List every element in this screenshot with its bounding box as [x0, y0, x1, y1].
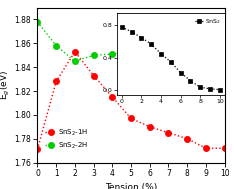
SnS$_2$-2H — [186, 43, 189, 46]
SnS$_2$-2H — [92, 54, 95, 56]
SnS$_2$-2H — [130, 50, 132, 53]
SnS$_2$ — [189, 80, 192, 82]
SnS$_2$-2H — [36, 21, 39, 23]
SnS$_2$-2H — [148, 48, 151, 50]
SnS$_2$-1H — [205, 147, 207, 149]
Y-axis label: E$_g$(eV): E$_g$(eV) — [0, 70, 11, 100]
SnS$_2$ — [130, 31, 133, 33]
SnS$_2$-1H — [148, 126, 151, 128]
Line: SnS$_2$-2H: SnS$_2$-2H — [34, 19, 228, 64]
SnS$_2$-1H — [130, 117, 132, 120]
SnS$_2$ — [179, 71, 182, 74]
SnS$_2$ — [140, 36, 143, 39]
SnS$_2$ — [150, 43, 153, 45]
SnS$_2$ — [208, 88, 211, 90]
SnS$_2$-1H — [186, 138, 189, 140]
Line: SnS$_2$-1H: SnS$_2$-1H — [34, 49, 228, 153]
SnS$_2$-1H — [223, 147, 226, 149]
SnS$_2$-2H — [223, 42, 226, 44]
SnS$_2$-2H — [205, 43, 207, 46]
SnS$_2$-1H — [92, 74, 95, 77]
Line: SnS$_2$: SnS$_2$ — [120, 25, 222, 91]
SnS$_2$ — [121, 26, 123, 28]
SnS$_2$-1H — [111, 96, 114, 98]
SnS$_2$ — [199, 86, 201, 88]
SnS$_2$-1H — [73, 50, 76, 53]
SnS$_2$-2H — [73, 60, 76, 62]
X-axis label: Tension (%): Tension (%) — [105, 183, 157, 189]
SnS$_2$-1H — [167, 132, 170, 134]
SnS$_2$ — [169, 61, 172, 63]
SnS$_2$-1H — [55, 80, 58, 83]
SnS$_2$-2H — [55, 45, 58, 47]
SnS$_2$-2H — [111, 53, 114, 55]
SnS$_2$-2H — [167, 45, 170, 47]
Legend: SnS$_2$: SnS$_2$ — [195, 16, 222, 26]
SnS$_2$ — [218, 88, 221, 91]
SnS$_2$ — [160, 53, 162, 55]
SnS$_2$-1H — [36, 148, 39, 151]
Legend: SnS$_2$-1H, SnS$_2$-2H: SnS$_2$-1H, SnS$_2$-2H — [45, 127, 89, 151]
